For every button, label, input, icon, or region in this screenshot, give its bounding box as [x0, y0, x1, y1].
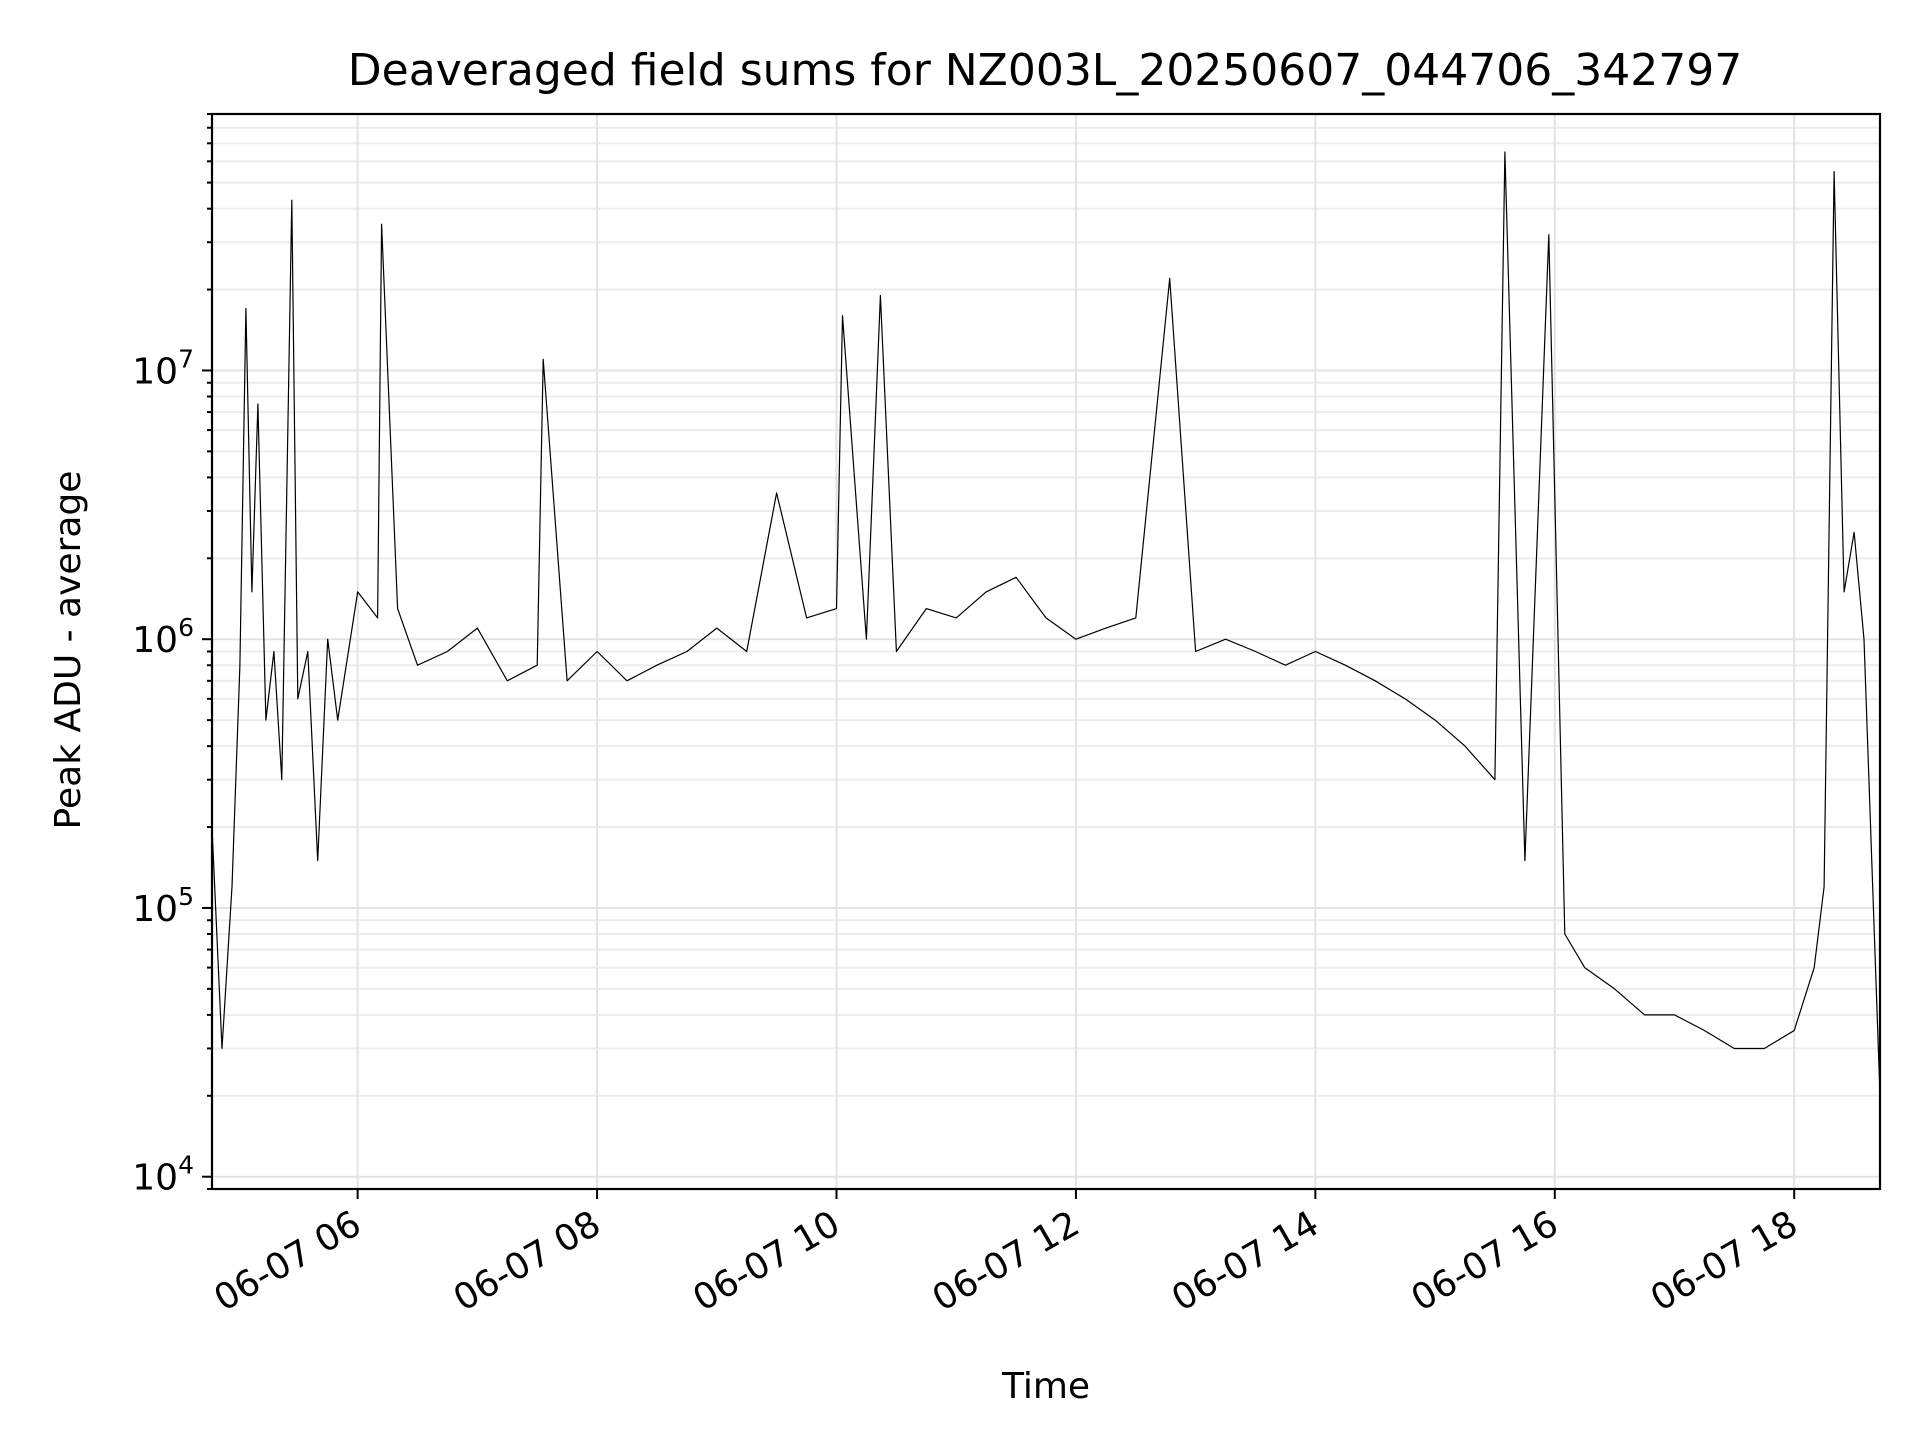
y-tick-label: 104: [132, 1151, 194, 1199]
y-axis: 104 105 106 107: [132, 113, 212, 1199]
y-tick-label: 106: [132, 613, 194, 661]
series-line: [211, 151, 1881, 1096]
series-layer: [211, 151, 1881, 1096]
y-tick-label: 107: [132, 344, 194, 392]
y-tick-label: 105: [132, 882, 194, 930]
chart-title: Deaveraged field sums for NZ003L_2025060…: [348, 45, 1742, 96]
y-axis-label: Peak ADU - average: [48, 471, 89, 830]
grid-lines: [212, 113, 1880, 1190]
x-axis-label: Time: [1001, 1366, 1090, 1407]
